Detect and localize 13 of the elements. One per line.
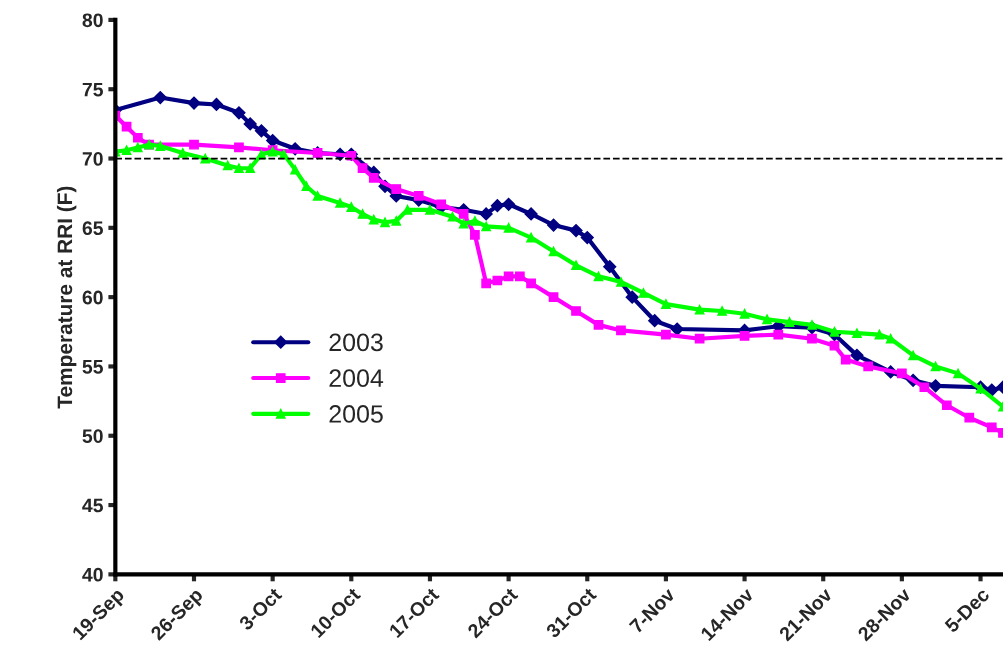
y-tick-label: 80 xyxy=(82,13,103,28)
y-tick-label: 45 xyxy=(82,498,103,513)
y-tick-label: 75 xyxy=(82,82,103,97)
legend-label: 2003 xyxy=(329,333,383,352)
y-tick-label: 70 xyxy=(82,152,103,166)
y-tick-label: 65 xyxy=(82,221,103,236)
y-tick-label: 40 xyxy=(82,567,103,582)
legend-label: 2004 xyxy=(329,369,384,388)
y-tick-label: 55 xyxy=(82,360,103,374)
y-tick-label: 50 xyxy=(82,429,103,443)
y-tick-label: 60 xyxy=(82,290,103,305)
y-axis-title: Temperature at RRI (F) xyxy=(56,186,77,409)
legend-label: 2005 xyxy=(329,405,383,423)
